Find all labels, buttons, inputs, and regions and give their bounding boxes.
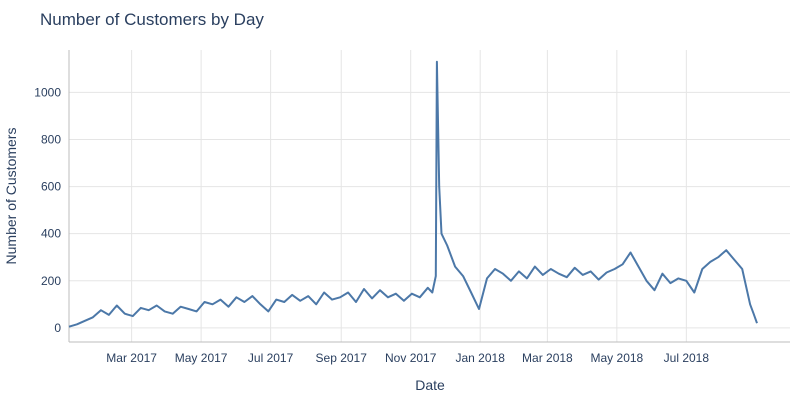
- x-tick-label: Jan 2018: [455, 351, 505, 365]
- y-tick-label: 200: [41, 274, 61, 288]
- series-line: [68, 60, 758, 328]
- x-tick-label: Jul 2018: [664, 351, 710, 365]
- x-tick-label: May 2017: [175, 351, 228, 365]
- axes: [68, 50, 790, 343]
- y-axis-title: Number of Customers: [3, 128, 19, 265]
- x-tick-label: Nov 2017: [385, 351, 437, 365]
- chart-title: Number of Customers by Day: [40, 10, 264, 29]
- y-tick-label: 600: [41, 180, 61, 194]
- grid: [69, 50, 790, 342]
- y-tick-label: 800: [41, 132, 61, 146]
- tick-labels: 0 200 400 600 800 1000 Mar 2017 May 2017 Jul 201…: [34, 85, 709, 365]
- x-tick-label: Mar 2018: [522, 351, 573, 365]
- x-tick-label: Jul 2017: [248, 351, 294, 365]
- x-tick-label: May 2018: [591, 351, 644, 365]
- x-axis-title: Date: [415, 377, 445, 393]
- series-layer: [68, 60, 758, 328]
- y-tick-label: 1000: [34, 85, 61, 99]
- x-tick-label: Mar 2017: [106, 351, 157, 365]
- x-tick-label: Sep 2017: [316, 351, 368, 365]
- y-tick-label: 0: [54, 321, 61, 335]
- y-tick-label: 400: [41, 227, 61, 241]
